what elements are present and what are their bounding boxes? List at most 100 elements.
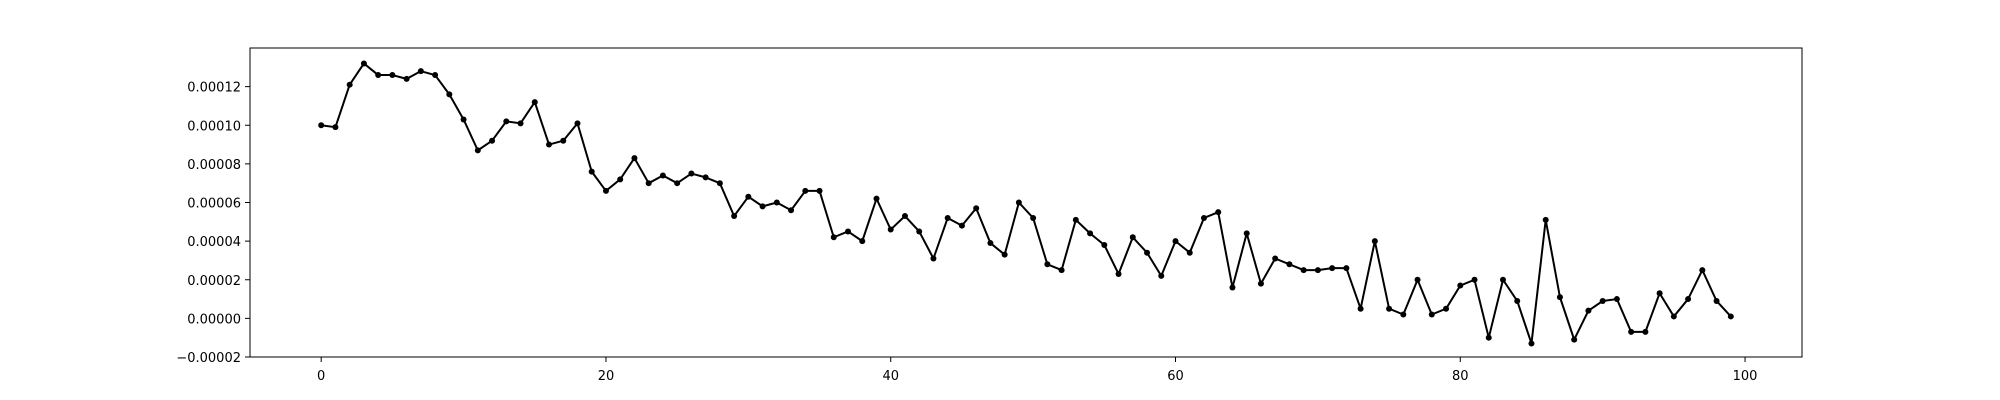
data-point (346, 81, 353, 88)
y-tick-label: −0.00002 (176, 351, 241, 366)
data-point (503, 118, 510, 125)
data-point (901, 213, 908, 220)
data-point (1628, 328, 1635, 335)
data-point (1386, 305, 1393, 312)
data-point (773, 199, 780, 206)
data-point (1457, 282, 1464, 289)
data-point (531, 99, 538, 106)
data-point (716, 180, 723, 187)
data-point (1272, 255, 1279, 262)
data-point (1001, 251, 1008, 258)
data-point (432, 72, 439, 79)
y-tick-label: 0.00010 (187, 119, 241, 134)
data-point (873, 195, 880, 202)
data-point (958, 222, 965, 229)
data-point (1400, 311, 1407, 318)
data-point (1699, 267, 1706, 274)
data-point (1428, 311, 1435, 318)
data-point (887, 226, 894, 233)
data-point (859, 238, 866, 245)
data-point (1571, 336, 1578, 343)
data-point (845, 228, 852, 235)
y-tick-label: 0.00008 (187, 158, 241, 173)
data-point (389, 72, 396, 79)
data-point (1058, 267, 1065, 274)
data-point (1685, 296, 1692, 303)
data-point (1030, 214, 1037, 221)
data-point (788, 207, 795, 214)
data-point (617, 176, 624, 183)
data-point (574, 120, 581, 127)
x-tick-label: 80 (1452, 369, 1469, 384)
data-point (318, 122, 325, 129)
data-point (745, 193, 752, 200)
x-tick-label: 40 (882, 369, 899, 384)
data-point (944, 214, 951, 221)
data-point (360, 60, 367, 67)
data-point (1414, 276, 1421, 283)
data-point (973, 205, 980, 212)
data-point (830, 234, 837, 241)
data-point (332, 124, 339, 131)
data-point (1485, 334, 1492, 341)
data-point (688, 170, 695, 177)
data-point (816, 187, 823, 194)
data-point (1514, 297, 1521, 304)
data-point (1642, 328, 1649, 335)
data-point (1257, 280, 1264, 287)
data-point (1015, 199, 1022, 206)
data-point (1286, 261, 1293, 268)
data-points (318, 60, 1734, 347)
data-point (702, 174, 709, 181)
data-point (460, 116, 467, 123)
data-point (602, 187, 609, 194)
data-point (1115, 270, 1122, 277)
data-point (1101, 241, 1108, 248)
data-point (759, 203, 766, 210)
data-point (1144, 249, 1151, 256)
data-point (1343, 265, 1350, 272)
data-point (1585, 307, 1592, 314)
data-point (1314, 267, 1321, 274)
data-point (1044, 261, 1051, 268)
data-point (1499, 276, 1506, 283)
data-point (1528, 340, 1535, 347)
data-point (1186, 249, 1193, 256)
data-point (1371, 238, 1378, 245)
data-point (517, 120, 524, 127)
data-point (659, 172, 666, 179)
data-point (588, 168, 595, 175)
data-point (930, 255, 937, 262)
data-point (560, 137, 567, 144)
data-point (987, 240, 994, 247)
data-point (1215, 209, 1222, 216)
plot-frame (249, 47, 1803, 358)
data-point (1670, 313, 1677, 320)
data-point (1200, 214, 1207, 221)
data-point (1471, 276, 1478, 283)
data-point (375, 72, 382, 79)
series-line (321, 62, 1732, 345)
data-point (446, 91, 453, 98)
data-point (1072, 216, 1079, 223)
y-axis: −0.00002 0.00000 0.00002 0.00004 0.00006 0.00… (176, 81, 250, 366)
data-point (1357, 305, 1364, 312)
data-point (403, 75, 410, 82)
data-point (474, 147, 481, 154)
data-point (631, 155, 638, 162)
data-point (731, 213, 738, 220)
x-tick-label: 20 (598, 369, 615, 384)
y-tick-label: 0.00002 (187, 274, 241, 289)
x-axis: 0 20 40 60 80 100 (317, 357, 1757, 384)
data-point (1713, 297, 1720, 304)
data-point (546, 141, 553, 148)
y-tick-label: 0.00006 (187, 197, 241, 212)
data-point (1229, 284, 1236, 291)
data-point (1656, 290, 1663, 297)
data-point (1556, 294, 1563, 301)
x-tick-label: 100 (1733, 369, 1758, 384)
data-point (1443, 305, 1450, 312)
data-point (1542, 216, 1549, 223)
y-tick-label: 0.00012 (187, 81, 241, 96)
data-point (802, 187, 809, 194)
